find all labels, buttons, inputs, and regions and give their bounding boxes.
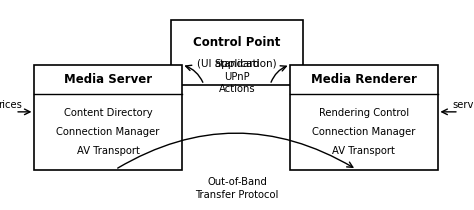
Text: Rendering Control: Rendering Control [319,108,409,118]
Text: Standard
UPnP
Actions: Standard UPnP Actions [214,59,260,94]
Text: Content Directory: Content Directory [64,108,152,118]
Bar [290,65,438,169]
Text: Media Server: Media Server [64,73,152,86]
Text: serv: serv [452,100,474,110]
Text: Connection Manager: Connection Manager [56,127,160,137]
Text: AV Transport: AV Transport [76,146,139,156]
Text: rices: rices [0,100,22,110]
Text: Control Point: Control Point [193,36,281,49]
Bar [34,65,182,169]
Text: Connection Manager: Connection Manager [312,127,416,137]
Text: Media Renderer: Media Renderer [311,73,417,86]
Text: AV Transport: AV Transport [332,146,395,156]
Text: Out-of-Band
Transfer Protocol: Out-of-Band Transfer Protocol [195,177,279,200]
Text: (UI application): (UI application) [197,59,277,69]
Bar [171,20,303,85]
